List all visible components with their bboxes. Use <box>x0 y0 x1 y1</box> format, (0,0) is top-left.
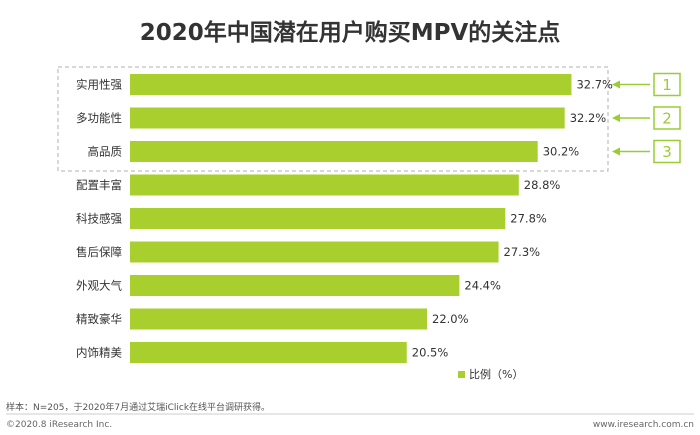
value-label: 27.8% <box>510 212 547 226</box>
rank-markers-group: 1 2 3 <box>612 72 681 164</box>
bar <box>130 208 506 229</box>
bar <box>130 342 407 363</box>
value-label: 28.8% <box>524 178 561 192</box>
footer-website: www.iresearch.com.cn <box>593 420 694 430</box>
value-label: 32.2% <box>570 111 607 125</box>
bar <box>130 141 538 162</box>
category-label: 外观大气 <box>76 279 122 293</box>
bars-group: 实用性强 32.7% 多功能性 32.2% 高品质 30.2% 配置丰富 28.8% 科技感强 2… <box>76 74 613 363</box>
legend: 比例（%） <box>458 367 523 381</box>
category-label: 售后保障 <box>76 245 122 259</box>
rank-number: 1 <box>662 76 672 94</box>
bar <box>130 74 572 95</box>
rank-box <box>653 106 681 130</box>
category-label: 精致豪华 <box>76 312 122 326</box>
category-label: 科技感强 <box>76 212 122 226</box>
value-label: 27.3% <box>504 245 541 259</box>
rank-number: 2 <box>662 110 672 128</box>
rank-box <box>653 72 681 97</box>
bar <box>130 308 427 330</box>
category-label: 内饰精美 <box>76 346 122 360</box>
rank-arrow-head <box>612 114 620 122</box>
sample-note: 样本：N=205，于2020年7月通过艾瑞iClick在线平台调研获得。 <box>6 401 270 413</box>
bar <box>130 275 460 296</box>
legend-label: 比例（%） <box>469 367 523 381</box>
bar <box>130 174 519 196</box>
category-label: 实用性强 <box>76 78 122 92</box>
category-label: 高品质 <box>88 145 123 159</box>
bar <box>130 241 499 263</box>
value-label: 22.0% <box>432 312 469 326</box>
chart-title: 2020年中国潜在用户购买MPV的关注点 <box>140 19 561 46</box>
category-label: 配置丰富 <box>76 178 122 192</box>
rank-box <box>653 139 681 164</box>
top3-highlight-box <box>57 66 609 172</box>
value-label: 24.4% <box>464 279 501 293</box>
category-label: 多功能性 <box>76 111 122 125</box>
rank-number: 3 <box>662 143 672 161</box>
value-label: 30.2% <box>543 145 580 159</box>
rank-arrow-head <box>612 80 620 89</box>
value-label: 32.7% <box>576 78 613 92</box>
legend-swatch <box>458 371 465 378</box>
bar <box>130 107 565 129</box>
rank-arrow-head <box>612 147 620 156</box>
footer-copyright: ©2020.8 iResearch Inc. <box>6 420 112 430</box>
value-label: 20.5% <box>412 346 449 360</box>
